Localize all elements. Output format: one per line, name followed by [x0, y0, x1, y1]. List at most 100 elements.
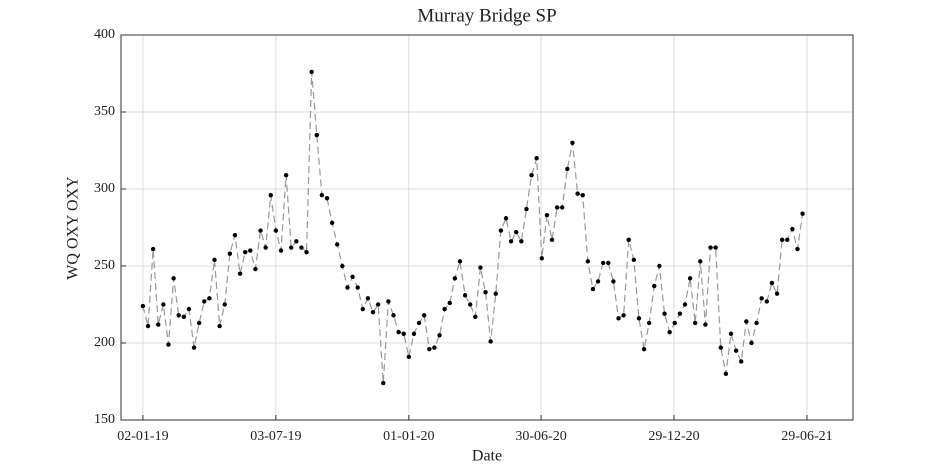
y-tick-label: 300 — [94, 181, 115, 196]
data-point — [452, 276, 458, 281]
data-point — [335, 242, 340, 247]
y-axis-label: WQ OXY OXY — [65, 176, 82, 280]
data-point — [570, 140, 575, 145]
data-point — [708, 245, 713, 250]
data-point — [289, 245, 294, 250]
data-point — [621, 313, 626, 318]
data-point — [795, 246, 800, 252]
data-point — [534, 156, 539, 161]
data-point — [682, 302, 688, 307]
data-point — [176, 313, 181, 318]
data-point — [667, 330, 672, 335]
data-point — [718, 345, 723, 350]
data-point — [575, 191, 580, 196]
data-point — [278, 248, 284, 253]
data-point — [595, 279, 601, 284]
data-point — [273, 228, 279, 233]
data-point — [299, 245, 304, 250]
data-point — [375, 302, 381, 307]
data-point — [314, 132, 319, 138]
data-point — [749, 340, 754, 346]
data-point — [421, 313, 427, 318]
data-point — [457, 259, 463, 264]
data-point — [687, 276, 693, 281]
data-point — [646, 320, 652, 326]
data-point — [304, 249, 309, 255]
data-point — [140, 303, 146, 309]
data-point — [253, 266, 258, 272]
data-point — [785, 237, 790, 243]
data-point — [370, 310, 376, 315]
data-point — [355, 285, 360, 290]
data-point — [462, 293, 468, 298]
y-tick-label: 400 — [94, 27, 115, 42]
data-point — [544, 212, 550, 218]
data-point — [345, 285, 350, 290]
data-point — [600, 260, 606, 266]
data-point — [283, 172, 289, 178]
plot-frame — [120, 34, 854, 421]
data-point — [636, 316, 642, 321]
data-point — [565, 166, 570, 172]
data-point — [319, 192, 325, 198]
data-point — [626, 237, 631, 243]
data-point — [606, 260, 611, 266]
data-point — [232, 233, 238, 238]
data-point — [242, 249, 248, 255]
data-point — [350, 274, 355, 279]
data-point — [340, 263, 345, 269]
data-point — [437, 333, 442, 338]
series-line — [142, 71, 804, 384]
data-point — [227, 251, 233, 256]
data-point — [427, 346, 432, 352]
data-point — [248, 248, 253, 253]
x-tick-label: 01-01-20 — [383, 429, 434, 444]
data-point — [166, 342, 171, 347]
data-point — [186, 306, 192, 312]
data-point — [391, 313, 396, 318]
data-point — [442, 306, 447, 312]
data-point — [800, 211, 805, 216]
data-point — [498, 228, 504, 233]
data-point — [156, 322, 161, 327]
data-point — [503, 216, 509, 221]
data-point — [698, 259, 703, 264]
data-point — [268, 192, 273, 198]
data-point — [222, 302, 227, 307]
data-point — [473, 314, 478, 320]
data-point — [779, 237, 785, 243]
data-point — [478, 265, 483, 270]
data-point — [237, 271, 243, 276]
data-point — [611, 279, 616, 284]
data-point — [196, 320, 202, 326]
data-point — [713, 245, 718, 250]
data-point — [529, 172, 534, 178]
data-point — [560, 205, 565, 210]
data-point — [207, 296, 212, 301]
data-point — [161, 302, 166, 307]
data-point — [585, 259, 591, 264]
data-point — [202, 299, 207, 304]
data-point — [365, 296, 371, 301]
data-point — [677, 311, 683, 316]
x-tick-label: 02-01-19 — [117, 429, 168, 444]
data-point — [447, 300, 452, 306]
data-point — [554, 205, 560, 210]
y-tick-label: 200 — [94, 335, 115, 350]
data-point — [549, 237, 555, 243]
data-point — [508, 239, 514, 244]
data-point — [739, 359, 744, 364]
y-tick-label: 150 — [94, 412, 115, 427]
data-point — [580, 192, 585, 198]
data-point — [396, 330, 401, 335]
data-point — [703, 322, 708, 327]
data-point — [769, 280, 775, 286]
data-point — [652, 283, 657, 289]
x-tick-label: 03-07-19 — [250, 429, 301, 444]
data-point — [386, 299, 391, 304]
data-point — [294, 239, 299, 244]
x-axis-label: Date — [472, 448, 502, 465]
data-point — [416, 320, 422, 326]
